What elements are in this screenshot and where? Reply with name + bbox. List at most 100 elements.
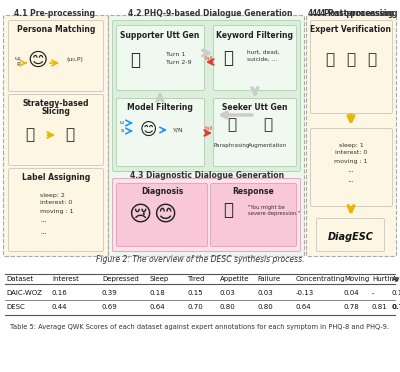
Text: DiagESC: DiagESC xyxy=(328,232,374,242)
Text: Moving: Moving xyxy=(344,276,369,282)
Text: Hurting: Hurting xyxy=(372,276,398,282)
Text: 4.1 Pre-processing: 4.1 Pre-processing xyxy=(14,9,96,17)
Text: hurt, dead,: hurt, dead, xyxy=(247,49,280,55)
Text: 0.04: 0.04 xyxy=(344,290,360,296)
Text: moving : 1: moving : 1 xyxy=(40,208,74,214)
Text: Sleep: Sleep xyxy=(150,276,169,282)
Text: s: s xyxy=(120,128,124,134)
FancyBboxPatch shape xyxy=(116,26,204,90)
Text: Strategy-based: Strategy-based xyxy=(23,99,89,109)
Text: u₀: u₀ xyxy=(15,55,21,61)
Text: 0.03: 0.03 xyxy=(257,290,273,296)
Text: Turn 1: Turn 1 xyxy=(166,52,185,58)
Text: fail: fail xyxy=(205,55,213,61)
FancyBboxPatch shape xyxy=(210,183,296,247)
Text: Model Filtering: Model Filtering xyxy=(127,103,193,112)
Text: Avg: Avg xyxy=(392,276,400,282)
FancyBboxPatch shape xyxy=(116,183,208,247)
Text: 0.16: 0.16 xyxy=(52,290,68,296)
Text: 0.80: 0.80 xyxy=(220,304,236,310)
Text: Label Assigning: Label Assigning xyxy=(22,173,90,183)
Text: Table 5: Average QWK Scores of each dataset against expert annotations for each : Table 5: Average QWK Scores of each data… xyxy=(10,324,390,330)
Text: u: u xyxy=(120,121,124,125)
Text: Y/N: Y/N xyxy=(173,128,183,132)
Text: DAIC-WOZ: DAIC-WOZ xyxy=(6,290,42,296)
Text: Response: Response xyxy=(232,187,274,196)
Text: ...: ... xyxy=(348,177,354,183)
Text: fail: fail xyxy=(205,126,213,131)
Text: 🌀: 🌀 xyxy=(223,201,233,219)
Text: Dataset: Dataset xyxy=(6,276,33,282)
FancyBboxPatch shape xyxy=(4,16,108,257)
Text: -0.13: -0.13 xyxy=(296,290,314,296)
Text: ...: ... xyxy=(40,229,47,235)
Text: severe depression.": severe depression." xyxy=(248,212,300,217)
FancyBboxPatch shape xyxy=(214,26,296,90)
Text: 0.70: 0.70 xyxy=(187,304,203,310)
FancyBboxPatch shape xyxy=(214,99,296,167)
Text: 0.81: 0.81 xyxy=(372,304,388,310)
Text: 🌀: 🌀 xyxy=(228,118,236,132)
Text: 👤: 👤 xyxy=(326,52,334,67)
Text: "You might be: "You might be xyxy=(248,205,285,209)
Text: 🔍: 🔍 xyxy=(223,49,233,67)
Text: 😢: 😢 xyxy=(128,205,152,225)
Text: 0.18: 0.18 xyxy=(150,290,166,296)
Text: P: P xyxy=(16,62,20,67)
FancyBboxPatch shape xyxy=(108,16,304,257)
Text: 0.11: 0.11 xyxy=(392,290,400,296)
Text: Keyword Filtering: Keyword Filtering xyxy=(216,31,294,39)
FancyBboxPatch shape xyxy=(8,169,104,251)
Text: interest: 0: interest: 0 xyxy=(40,201,72,205)
FancyBboxPatch shape xyxy=(310,128,392,206)
Text: 0.64: 0.64 xyxy=(296,304,312,310)
Text: 0.44: 0.44 xyxy=(52,304,68,310)
Text: 0.03: 0.03 xyxy=(220,290,236,296)
FancyBboxPatch shape xyxy=(306,16,396,257)
Text: Turn 2-9: Turn 2-9 xyxy=(166,61,192,65)
Text: 4.4 Post-processing: 4.4 Post-processing xyxy=(312,9,398,17)
Text: 0.78: 0.78 xyxy=(344,304,360,310)
Text: Failure: Failure xyxy=(257,276,280,282)
Text: 👤: 👤 xyxy=(368,52,376,67)
Text: Depressed: Depressed xyxy=(102,276,139,282)
Text: Persona Matching: Persona Matching xyxy=(17,26,95,35)
Text: Augmentation: Augmentation xyxy=(248,142,288,148)
Text: moving : 1: moving : 1 xyxy=(334,158,368,164)
FancyBboxPatch shape xyxy=(112,179,300,251)
Text: 🌀: 🌀 xyxy=(264,118,272,132)
Text: 😊: 😊 xyxy=(139,121,157,139)
Text: ...: ... xyxy=(348,167,354,173)
FancyBboxPatch shape xyxy=(8,20,104,92)
Text: interest: 0: interest: 0 xyxy=(335,151,367,155)
Text: 0.15: 0.15 xyxy=(187,290,203,296)
Text: 0.64: 0.64 xyxy=(150,304,166,310)
Text: 😊: 😊 xyxy=(153,205,177,225)
Text: 👤: 👤 xyxy=(346,52,356,67)
Text: Expert Verification: Expert Verification xyxy=(310,26,392,35)
Text: 4.4 Post-processing: 4.4 Post-processing xyxy=(308,9,394,17)
Text: Supporter Utt Gen: Supporter Utt Gen xyxy=(120,31,200,39)
Text: Diagnosis: Diagnosis xyxy=(141,187,183,196)
Text: 0.69: 0.69 xyxy=(102,304,118,310)
Text: Slicing: Slicing xyxy=(42,106,70,115)
FancyBboxPatch shape xyxy=(116,99,204,167)
Text: ...: ... xyxy=(40,217,47,223)
Text: 📄: 📄 xyxy=(66,128,74,142)
Text: DESC: DESC xyxy=(6,304,25,310)
Text: -: - xyxy=(372,290,374,296)
Text: 4.3 Diagnostic Dialogue Generation: 4.3 Diagnostic Dialogue Generation xyxy=(130,170,284,180)
Text: suicide, ...: suicide, ... xyxy=(247,57,277,61)
Text: sleep: 1: sleep: 1 xyxy=(339,142,363,148)
FancyBboxPatch shape xyxy=(112,20,300,171)
FancyBboxPatch shape xyxy=(310,20,392,113)
Text: 0.39: 0.39 xyxy=(102,290,118,296)
Text: (u₀,P): (u₀,P) xyxy=(66,58,84,62)
Text: 0.80: 0.80 xyxy=(257,304,273,310)
Text: Concentrating: Concentrating xyxy=(296,276,346,282)
Text: Seeker Utt Gen: Seeker Utt Gen xyxy=(222,103,288,112)
Text: Paraphrasing: Paraphrasing xyxy=(214,142,250,148)
FancyBboxPatch shape xyxy=(8,94,104,166)
Text: sleep: 2: sleep: 2 xyxy=(40,192,65,198)
Text: Figure 2: The overview of the DESC synthesis process.: Figure 2: The overview of the DESC synth… xyxy=(96,256,304,264)
